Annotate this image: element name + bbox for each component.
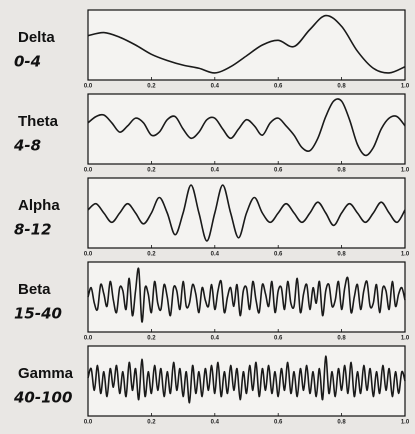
x-tick-label: 0.0 — [84, 168, 93, 174]
x-tick-label: 0.8 — [337, 336, 346, 342]
x-tick-label: 0.8 — [337, 420, 346, 426]
plot-frame — [87, 345, 406, 417]
wave-name: Delta — [18, 29, 55, 46]
x-tick-label: 0.6 — [274, 252, 283, 258]
wave-line — [87, 355, 406, 404]
x-tick-label: 0.6 — [274, 168, 283, 174]
frequency-band: 4-8 — [13, 137, 41, 155]
wave-line — [87, 267, 406, 323]
wave-name: Alpha — [18, 197, 60, 214]
x-tick-label: 0.2 — [147, 168, 156, 174]
x-tick-label: 0.4 — [211, 252, 220, 258]
x-tick-label: 0.0 — [84, 336, 93, 342]
frequency-band: 15-40 — [14, 305, 62, 323]
wave-line — [87, 98, 406, 157]
frequency-band: 40-100 — [13, 389, 72, 407]
x-tick-label: 0.0 — [84, 252, 93, 258]
x-tick-label: 0.4 — [211, 168, 220, 174]
x-tick-label: 1.0 — [401, 420, 410, 426]
x-tick-label: 0.2 — [147, 252, 156, 258]
x-tick-label: 0.6 — [274, 420, 283, 426]
x-tick-label: 0.4 — [211, 336, 220, 342]
plot-frame — [87, 93, 406, 165]
x-tick-label: 1.0 — [401, 252, 410, 258]
x-tick-label: 0.2 — [147, 336, 156, 342]
x-tick-label: 0.2 — [147, 420, 156, 426]
x-tick-label: 0.0 — [84, 84, 93, 90]
wave-name: Gamma — [18, 365, 74, 382]
x-tick-label: 0.4 — [211, 84, 220, 90]
x-tick-label: 1.0 — [401, 168, 410, 174]
x-tick-label: 1.0 — [401, 84, 410, 90]
frequency-band: 8-12 — [14, 221, 52, 239]
frequency-band: 0-4 — [14, 53, 41, 71]
plot-frame — [87, 9, 406, 81]
x-tick-label: 0.0 — [84, 420, 93, 426]
x-tick-label: 0.4 — [211, 420, 220, 426]
x-tick-label: 0.8 — [337, 252, 346, 258]
x-tick-label: 1.0 — [401, 336, 410, 342]
x-tick-label: 0.6 — [274, 336, 283, 342]
x-tick-label: 0.6 — [274, 84, 283, 90]
x-tick-label: 0.8 — [337, 168, 346, 174]
wave-name: Theta — [18, 113, 59, 130]
wave-line — [87, 184, 406, 242]
wave-name: Beta — [18, 281, 51, 298]
x-tick-label: 0.2 — [147, 84, 156, 90]
x-tick-label: 0.8 — [337, 84, 346, 90]
wave-line — [87, 14, 406, 74]
